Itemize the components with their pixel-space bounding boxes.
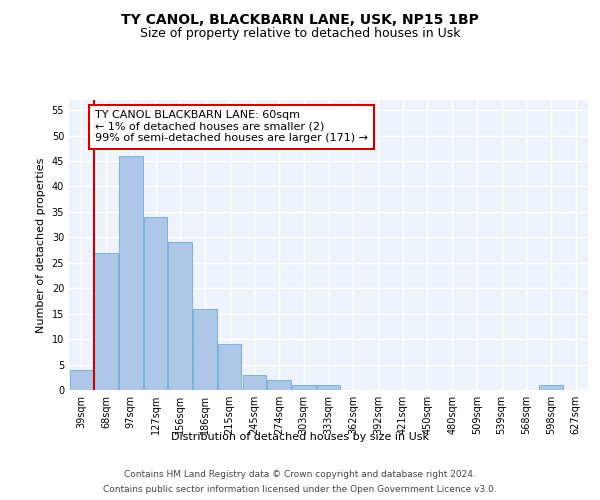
Bar <box>218 344 241 390</box>
Bar <box>144 217 167 390</box>
Bar <box>70 370 93 390</box>
Bar <box>94 252 118 390</box>
Bar <box>317 385 340 390</box>
Bar <box>268 380 291 390</box>
Bar <box>242 374 266 390</box>
Text: Distribution of detached houses by size in Usk: Distribution of detached houses by size … <box>171 432 429 442</box>
Y-axis label: Number of detached properties: Number of detached properties <box>36 158 46 332</box>
Bar <box>119 156 143 390</box>
Text: Size of property relative to detached houses in Usk: Size of property relative to detached ho… <box>140 28 460 40</box>
Text: Contains public sector information licensed under the Open Government Licence v3: Contains public sector information licen… <box>103 485 497 494</box>
Text: TY CANOL, BLACKBARN LANE, USK, NP15 1BP: TY CANOL, BLACKBARN LANE, USK, NP15 1BP <box>121 12 479 26</box>
Text: TY CANOL BLACKBARN LANE: 60sqm
← 1% of detached houses are smaller (2)
99% of se: TY CANOL BLACKBARN LANE: 60sqm ← 1% of d… <box>95 110 368 144</box>
Text: Contains HM Land Registry data © Crown copyright and database right 2024.: Contains HM Land Registry data © Crown c… <box>124 470 476 479</box>
Bar <box>193 308 217 390</box>
Bar <box>292 385 316 390</box>
Bar <box>169 242 192 390</box>
Bar <box>539 385 563 390</box>
